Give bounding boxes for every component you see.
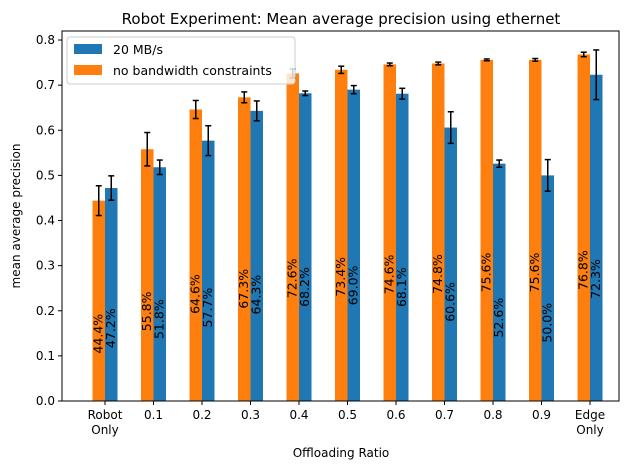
bar-value-label: 69.0% (346, 265, 361, 305)
x-axis-label: Offloading Ratio (293, 446, 390, 460)
bar-value-label: 44.4% (91, 314, 106, 354)
y-axis: 0.0 0.1 0.2 0.3 0.4 0.5 0.6 0.7 0.8 (36, 33, 62, 408)
bar-no-bandwidth (335, 69, 348, 402)
legend-box (66, 36, 296, 85)
x-tick-label: 0.6 (386, 408, 405, 422)
x-tick-label: 0.8 (483, 408, 502, 422)
bar-no-bandwidth (189, 109, 202, 401)
bar-value-label: 52.6% (491, 298, 506, 338)
y-tick-label: 0.6 (36, 123, 55, 137)
bar-20mbs (153, 167, 166, 401)
bar-value-label: 64.6% (188, 274, 203, 314)
bar-20mbs (493, 163, 506, 401)
bar-value-label: 72.6% (285, 258, 300, 298)
legend-swatch-no-bandwidth (74, 65, 102, 75)
y-tick-label: 0.4 (36, 214, 55, 228)
x-tick-label: 0.7 (435, 408, 454, 422)
bar-20mbs (347, 89, 360, 401)
bar-value-label: 64.3% (249, 275, 264, 315)
x-tick-label: 0.2 (192, 408, 211, 422)
x-tick-label: Edge Only (575, 408, 605, 437)
bar-20mbs (444, 127, 457, 401)
y-tick-label: 0.8 (36, 33, 55, 47)
bar-value-label: 55.8% (139, 291, 154, 331)
y-tick-label: 0.1 (36, 349, 55, 363)
bar-value-label: 57.7% (200, 288, 215, 328)
bar-no-bandwidth (92, 200, 105, 401)
bar-20mbs (396, 93, 409, 401)
x-tick-label: 0.3 (241, 408, 260, 422)
bar-value-label: 68.2% (297, 267, 312, 307)
bar-value-label: 73.4% (333, 257, 348, 297)
bar-no-bandwidth (141, 149, 154, 401)
legend-label-no-bandwidth: no bandwidth constraints (113, 63, 272, 78)
bar-value-label: 74.6% (382, 254, 397, 294)
chart-title: Robot Experiment: Mean average precision… (122, 10, 561, 28)
bar-20mbs (541, 175, 554, 401)
y-axis-label: mean average precision (9, 144, 23, 289)
bar-value-label: 67.3% (236, 269, 251, 309)
y-tick-label: 0.5 (36, 168, 55, 182)
x-axis: Robot Only 0.1 0.2 0.3 0.4 0.5 0.6 0.7 0.8 0.9 Edge… (88, 401, 605, 437)
bar-value-label: 76.8% (576, 250, 591, 290)
y-tick-label: 0.7 (36, 78, 55, 92)
y-tick-label: 0.0 (36, 394, 55, 408)
bar-no-bandwidth (577, 54, 590, 402)
bar-value-label: 60.6% (443, 282, 458, 322)
legend: 20 MB/s no bandwidth constraints (66, 36, 296, 85)
bar-no-bandwidth (286, 73, 299, 401)
bar-value-label: 75.6% (527, 252, 542, 292)
bar-no-bandwidth (529, 59, 542, 401)
bar-no-bandwidth (383, 64, 396, 401)
bar-value-label: 68.1% (394, 267, 409, 307)
bar-20mbs (105, 188, 118, 401)
x-tick-label: 0.4 (289, 408, 308, 422)
legend-label-20mbs: 20 MB/s (113, 42, 163, 57)
bar-no-bandwidth (432, 63, 445, 402)
x-tick-label: 0.9 (532, 408, 551, 422)
bar-no-bandwidth (480, 59, 493, 401)
plot-frame (61, 30, 620, 402)
bar-value-label: 47.2% (103, 308, 118, 348)
bar-20mbs (299, 93, 312, 401)
y-tick-label: 0.3 (36, 259, 55, 273)
plot-area: 44.4%47.2% 55.8%51.8% 64.6%57.7% 67.3%64.3%… (91, 49, 603, 402)
x-tick-label: 0.1 (144, 408, 163, 422)
bar-value-label: 74.8% (430, 254, 445, 294)
bar-20mbs (250, 110, 263, 402)
bar-no-bandwidth (238, 97, 251, 401)
y-tick-label: 0.2 (36, 304, 55, 318)
bar-value-label: 51.8% (152, 299, 167, 339)
bar-value-label: 50.0% (540, 303, 555, 343)
bar-20mbs (590, 74, 603, 401)
bar-value-label: 72.3% (588, 259, 603, 299)
legend-swatch-20mbs (74, 44, 102, 54)
bar-value-label: 75.6% (479, 252, 494, 292)
bar-20mbs (202, 140, 215, 401)
x-tick-label: 0.5 (338, 408, 357, 422)
x-tick-label: Robot Only (88, 408, 123, 437)
